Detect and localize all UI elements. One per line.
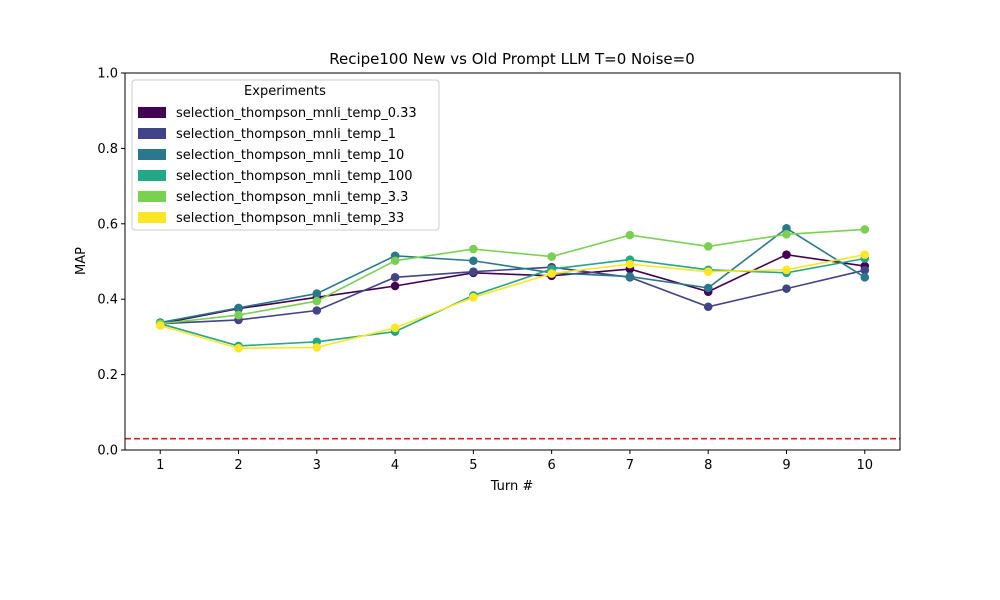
- y-axis-label: MAP: [74, 247, 89, 275]
- data-point-2: [469, 256, 478, 266]
- x-tick-label: 6: [548, 458, 556, 473]
- data-point-4: [625, 230, 635, 240]
- legend-frame: [131, 79, 440, 231]
- legend-swatch-3: [138, 170, 166, 181]
- data-point-5: [312, 343, 322, 352]
- y-tick-label: 0.6: [97, 217, 118, 232]
- series-line-1: [160, 266, 865, 325]
- data-point-4: [782, 230, 791, 239]
- data-point-5: [390, 323, 400, 333]
- y-tick-label: 0.2: [97, 368, 118, 383]
- plot-frame: [124, 72, 901, 451]
- legend: Experiments selection_thompson_mnli_temp…: [131, 79, 440, 231]
- data-point-1: [860, 265, 870, 275]
- data-point-4: [312, 296, 322, 306]
- data-point-1: [390, 273, 400, 282]
- data-point-5: [625, 259, 635, 269]
- x-tick-label: 5: [469, 458, 477, 473]
- data-point-5: [155, 321, 165, 330]
- y-tick-label: 0.8: [97, 142, 118, 157]
- legend-swatch-4: [138, 191, 166, 202]
- data-point-1: [782, 284, 791, 293]
- y-tick-label: 1.0: [97, 67, 118, 82]
- data-point-4: [547, 252, 556, 261]
- data-point-1: [312, 306, 322, 315]
- legend-entry-4: selection_thompson_mnli_temp_3.3: [176, 190, 408, 205]
- legend-swatch-0: [138, 107, 166, 118]
- data-point-2: [782, 224, 791, 233]
- data-point-0: [390, 281, 400, 291]
- legend-entry-1: selection_thompson_mnli_temp_1: [176, 127, 396, 142]
- x-axis-label: Turn #: [490, 479, 534, 494]
- data-point-5: [469, 293, 478, 302]
- data-point-2: [703, 283, 713, 293]
- data-point-4: [390, 256, 400, 266]
- data-point-4: [469, 244, 478, 254]
- legend-entry-2: selection_thompson_mnli_temp_10: [176, 148, 404, 163]
- data-point-5: [860, 250, 870, 260]
- series-line-0: [160, 253, 865, 325]
- x-tick-label: 2: [234, 458, 242, 473]
- x-tick-label: 3: [313, 458, 321, 473]
- series-line-2: [160, 227, 866, 324]
- data-point-2: [860, 273, 870, 282]
- x-tick-label: 10: [856, 458, 873, 473]
- legend-swatch-5: [138, 212, 166, 223]
- data-point-1: [469, 267, 478, 276]
- chart-title: Recipe100 New vs Old Prompt LLM T=0 Nois…: [329, 50, 695, 68]
- series-line-4: [160, 228, 865, 325]
- legend-entry-3: selection_thompson_mnli_temp_100: [176, 169, 413, 184]
- data-point-5: [547, 269, 556, 278]
- x-tick-label: 4: [391, 458, 399, 473]
- y-tick-label: 0.4: [97, 293, 118, 308]
- legend-swatch-1: [138, 128, 166, 139]
- x-tick-label: 7: [626, 458, 634, 473]
- x-tick-label: 8: [704, 458, 712, 473]
- data-point-5: [782, 265, 791, 275]
- data-point-2: [625, 272, 635, 281]
- data-point-4: [234, 310, 243, 320]
- x-tick-label: 9: [782, 458, 790, 473]
- y-tick-label: 0.0: [97, 444, 118, 459]
- legend-entry-5: selection_thompson_mnli_temp_33: [176, 211, 404, 226]
- legend-swatch-2: [138, 149, 166, 160]
- data-point-2: [234, 303, 243, 313]
- data-point-4: [860, 225, 870, 234]
- data-point-0: [782, 250, 791, 260]
- legend-entry-0: selection_thompson_mnli_temp_0.33: [176, 106, 417, 121]
- data-point-2: [312, 289, 322, 298]
- legend-title: Experiments: [244, 84, 326, 99]
- x-tick-label: 1: [156, 458, 164, 473]
- data-point-1: [703, 302, 713, 312]
- plot-area: 0.0 0.2 0.4 0.6 0.8 1.0 1 2 3 4 5 6 7 8 9 10: [97, 67, 900, 473]
- data-point-5: [703, 267, 713, 276]
- series-line-5: [160, 253, 865, 350]
- data-point-5: [234, 343, 243, 353]
- data-point-4: [703, 242, 713, 251]
